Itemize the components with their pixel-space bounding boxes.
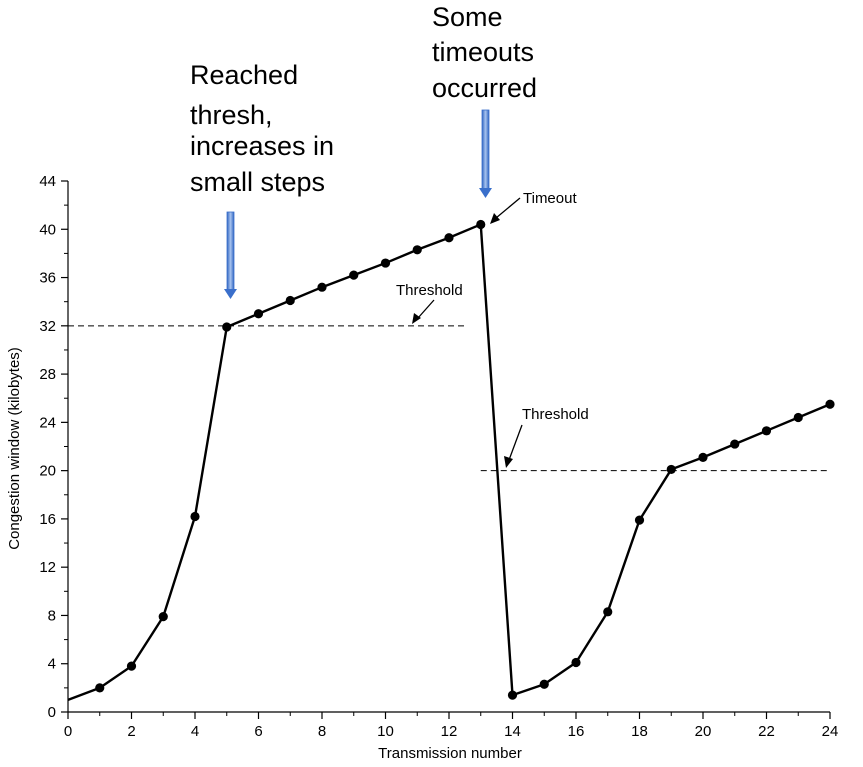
threshold-annotation-1-arrow [417, 299, 435, 319]
series-layer [67, 219, 835, 702]
timeout-annotation: Timeout [523, 190, 577, 207]
threshold-annotation-2: Threshold [522, 406, 589, 423]
x-tick-label: 22 [758, 723, 775, 740]
y-tick-label: 16 [39, 511, 56, 528]
y-tick-label: 28 [39, 366, 56, 383]
data-point [222, 322, 232, 332]
callout-reached: Reached thresh, increases in small steps [190, 60, 342, 197]
x-tick-label: 16 [568, 723, 585, 740]
threshold-annotation-1: Threshold [396, 282, 463, 299]
x-tick-label: 4 [191, 723, 199, 740]
callout-reached-arrow [224, 211, 237, 299]
data-point [666, 464, 676, 475]
x-tick-label: 18 [631, 723, 648, 740]
x-tick-label: 20 [695, 723, 712, 740]
data-point [634, 515, 645, 525]
timeout-annotation-arrow [495, 197, 521, 219]
x-axis-title: Transmission number [378, 745, 522, 762]
data-point [190, 511, 200, 522]
threshold-annotation-1-arrowhead [412, 313, 421, 324]
data-point [253, 309, 264, 319]
threshold-annotation-2-arrow [508, 424, 523, 461]
data-point [412, 245, 422, 255]
x-tick-label: 6 [254, 723, 262, 740]
callout-timeouts-arrow [479, 109, 492, 198]
data-point [444, 233, 454, 243]
y-axis-title: Congestion window (kilobytes) [6, 347, 23, 550]
callout-timeouts: Some timeouts occurred [432, 2, 542, 103]
x-tick-label: 10 [377, 723, 394, 740]
timeout-annotation-arrowhead [490, 213, 500, 224]
data-point [285, 295, 295, 306]
x-tick-label: 2 [127, 723, 135, 740]
x-tick-label: 12 [441, 723, 458, 740]
data-point [349, 270, 359, 280]
x-tick-label: 0 [64, 723, 72, 740]
data-point [476, 219, 486, 230]
y-tick-label: 40 [39, 221, 56, 238]
y-tick-label: 36 [39, 270, 56, 287]
data-point [793, 412, 803, 423]
data-point [95, 683, 105, 693]
data-point [539, 679, 549, 689]
data-point [380, 258, 391, 268]
data-point [603, 607, 613, 617]
threshold-annotation-2-arrowhead [504, 456, 513, 468]
x-tick-label: 8 [318, 723, 326, 740]
annotations: Timeout Threshold Threshold Reached thre… [190, 2, 589, 468]
data-point [317, 282, 327, 292]
data-point [507, 690, 518, 700]
y-tick-label: 32 [39, 318, 56, 335]
data-point [825, 399, 835, 409]
y-tick-label: 4 [48, 656, 56, 673]
data-point [698, 452, 708, 462]
threshold-lines [68, 325, 830, 472]
y-tick-label: 24 [39, 414, 56, 431]
x-tick-label: 24 [822, 723, 839, 740]
data-point [126, 661, 137, 671]
data-point [571, 657, 581, 668]
y-tick-label: 20 [39, 463, 56, 480]
y-tick-label: 44 [39, 173, 56, 190]
x-tick-label: 14 [504, 723, 521, 740]
y-tick-label: 8 [48, 607, 56, 624]
y-tick-label: 0 [48, 704, 56, 721]
data-point [158, 612, 168, 622]
y-tick-label: 12 [39, 559, 56, 576]
data-point [761, 426, 772, 436]
data-point [730, 439, 740, 449]
